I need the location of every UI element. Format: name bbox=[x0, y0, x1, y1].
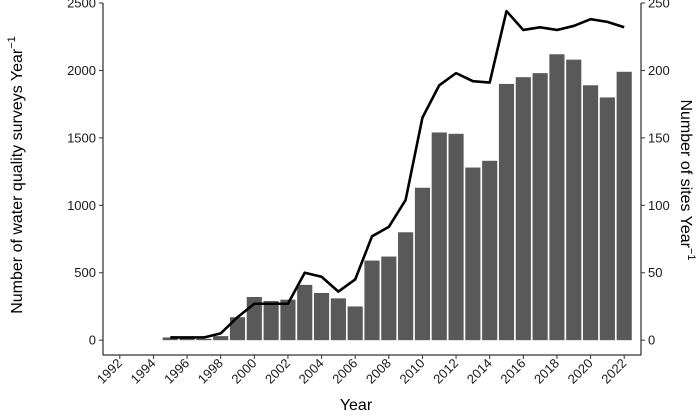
bar-2002 bbox=[280, 299, 296, 341]
x-axis-title: Year bbox=[340, 397, 373, 414]
y-axis-right-title-text: Number of sites Year bbox=[677, 99, 694, 248]
bar-2019 bbox=[566, 59, 582, 341]
y-left-tick-label: 1500 bbox=[67, 130, 96, 145]
y-left-tick-label: 0 bbox=[89, 333, 96, 348]
y-right-tick-label: 200 bbox=[648, 63, 670, 78]
x-tick-label: 2006 bbox=[329, 356, 360, 387]
x-tick-label: 2020 bbox=[565, 356, 596, 387]
x-tick-label: 1996 bbox=[161, 356, 192, 387]
x-tick-label: 1994 bbox=[128, 356, 159, 387]
bar-2011 bbox=[431, 132, 447, 341]
y-right-tick-label: 250 bbox=[648, 0, 670, 11]
bar-1997 bbox=[196, 338, 212, 341]
y-axis-left-title: Number of water quality surveys Year−1 bbox=[6, 36, 26, 314]
x-tick-label: 2010 bbox=[397, 356, 428, 387]
y-right-tick-label: 0 bbox=[648, 333, 655, 348]
bar-2017 bbox=[532, 73, 548, 341]
bar-2006 bbox=[347, 306, 363, 341]
y-right-tick-label: 100 bbox=[648, 198, 670, 213]
axes-layer bbox=[102, 3, 642, 356]
bar-2007 bbox=[364, 260, 380, 341]
bar-1999 bbox=[229, 317, 246, 341]
y-right-tick-label: 50 bbox=[648, 265, 662, 280]
bar-2018 bbox=[549, 54, 565, 341]
bar-2008 bbox=[381, 256, 397, 341]
bar-2012 bbox=[448, 133, 464, 341]
y-left-tick-label: 500 bbox=[74, 265, 96, 280]
x-tick-label: 2018 bbox=[531, 356, 562, 387]
x-tick-label: 2002 bbox=[262, 356, 293, 387]
sites-line bbox=[170, 9, 625, 339]
bars-layer bbox=[162, 54, 632, 341]
x-tick-label: 2008 bbox=[363, 356, 394, 387]
x-tick-label: 2016 bbox=[497, 356, 528, 387]
bar-2022 bbox=[616, 71, 632, 341]
y-axis-left-title-exponent: −1 bbox=[6, 36, 18, 49]
bar-1998 bbox=[213, 336, 229, 341]
y-axis-left-title-text: Number of water quality surveys Year bbox=[9, 48, 26, 314]
bar-2004 bbox=[314, 292, 330, 341]
x-tick-label: 2014 bbox=[464, 356, 495, 387]
bar-2001 bbox=[263, 301, 279, 341]
bar-2015 bbox=[498, 83, 515, 341]
y-axis-right-title: Number of sites Year−1 bbox=[677, 99, 697, 260]
y-left-tick-label: 1000 bbox=[67, 198, 96, 213]
bar-2009 bbox=[398, 232, 414, 341]
bar-2021 bbox=[599, 97, 615, 341]
bar-2020 bbox=[583, 85, 599, 341]
y-right-tick-label: 150 bbox=[648, 130, 670, 145]
x-tick-label: 2012 bbox=[430, 356, 461, 387]
bar-2014 bbox=[482, 160, 498, 341]
bar-2003 bbox=[297, 284, 313, 341]
y-left-tick-label: 2000 bbox=[67, 63, 96, 78]
y-left-tick-label: 2500 bbox=[67, 0, 96, 11]
bar-1996 bbox=[179, 337, 195, 341]
x-tick-label: 1992 bbox=[94, 356, 125, 387]
x-tick-label: 2004 bbox=[296, 356, 327, 387]
x-tick-label: 1998 bbox=[195, 356, 226, 387]
y-axis-right-title-exponent: −1 bbox=[685, 248, 697, 261]
bar-2013 bbox=[465, 167, 481, 341]
line-layer bbox=[170, 9, 625, 339]
x-tick-label: 2022 bbox=[598, 356, 629, 387]
bar-1995 bbox=[162, 337, 178, 341]
bar-2016 bbox=[515, 77, 531, 341]
bar-2005 bbox=[330, 298, 346, 341]
bar-2010 bbox=[414, 187, 430, 341]
x-tick-label: 2000 bbox=[228, 356, 259, 387]
